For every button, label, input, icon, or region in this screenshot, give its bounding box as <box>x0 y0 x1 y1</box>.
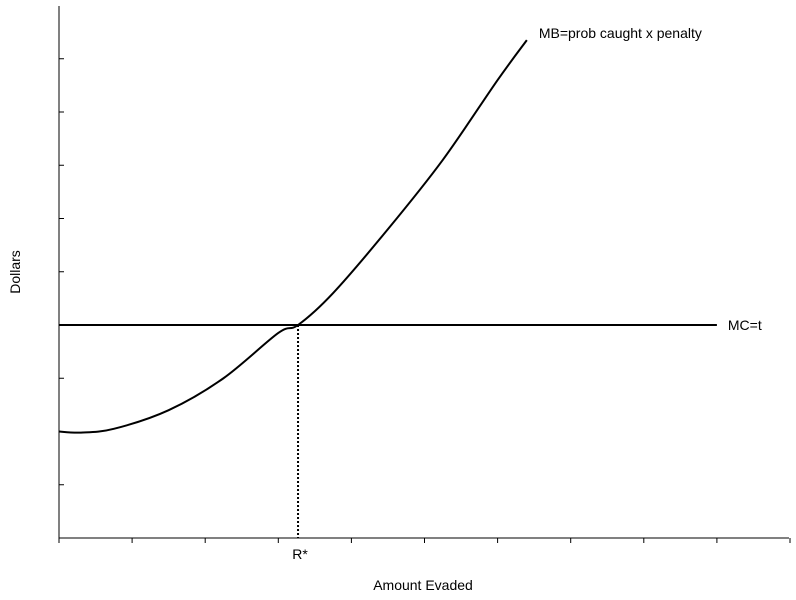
tick-marks <box>58 58 791 543</box>
mc-line-label: MC=t <box>728 317 762 333</box>
mb-curve <box>58 39 528 434</box>
mb-curve-label: MB=prob caught x penalty <box>539 25 702 41</box>
r-star-label: R* <box>292 546 308 562</box>
series-group <box>58 39 717 434</box>
y-axis-label: Dollars <box>7 250 23 294</box>
x-axis-label: Amount Evaded <box>373 577 473 593</box>
labels: Amount Evaded Dollars MB=prob caught x p… <box>7 25 762 593</box>
axes <box>58 6 789 539</box>
